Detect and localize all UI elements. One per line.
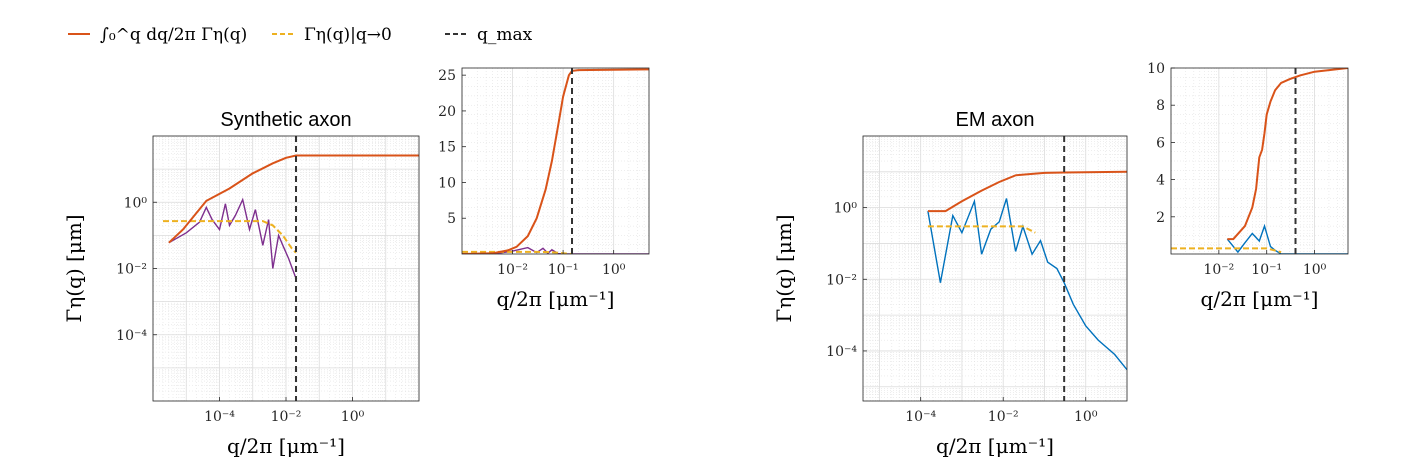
x-tick-label: 10⁻² — [497, 262, 528, 278]
grid — [152, 135, 420, 402]
x-tick-label: 10⁻⁴ — [905, 409, 936, 425]
legend-label-limit: Γη(q)|q→0 — [304, 25, 392, 45]
series-group — [927, 170, 1127, 371]
x-tick-label: 10⁻¹ — [1251, 262, 1282, 278]
x-tick-label: 10⁻⁴ — [204, 409, 235, 425]
chart-em_main: 10⁻⁴ 10⁻² 10⁰ 10⁻⁴ 10⁻² 10⁰ EM axon q/2π [μm⁻¹]… — [772, 109, 1128, 458]
series-group — [163, 154, 419, 279]
y-tick-label: 2 — [1156, 210, 1165, 226]
y-tick-label: 10⁻⁴ — [116, 328, 147, 344]
y-tick-label: 10 — [438, 175, 456, 191]
y-tick-label: 10⁻² — [116, 262, 147, 278]
axes-box — [461, 67, 650, 255]
y-tick-label: 10⁰ — [834, 201, 858, 217]
y-tick-label: 25 — [438, 68, 456, 84]
legend-label-qmax: q_max — [477, 25, 533, 45]
y-tick-label: 10 — [1147, 61, 1165, 77]
legend-item-limit: Γη(q)|q→0 — [272, 25, 392, 45]
y-tick-label: 6 — [1156, 135, 1165, 151]
axes-box — [862, 135, 1128, 402]
series-group — [462, 68, 649, 254]
chart-synthetic_main: 10⁻⁴ 10⁻² 10⁰ 10⁻⁴ 10⁻² 10⁰ Synthetic axon q/2π… — [62, 109, 420, 458]
legend: ∫₀^q dq/2π Γη(q) Γη(q)|q→0 q_max — [68, 25, 533, 45]
legend-label-cumulative: ∫₀^q dq/2π Γη(q) — [100, 25, 247, 45]
chart-title: EM axon — [956, 109, 1035, 131]
x-tick-label: 10⁰ — [602, 262, 626, 278]
x-axis-label: q/2π [μm⁻¹] — [936, 434, 1054, 458]
y-axis-label: Γη(q) [μm] — [62, 214, 86, 322]
y-tick-label: 10⁰ — [124, 195, 148, 211]
x-tick-label: 10⁰ — [1074, 409, 1098, 425]
y-axis-label: Γη(q) [μm] — [772, 214, 796, 322]
legend-item-qmax: q_max — [445, 25, 533, 45]
series-line-data — [168, 197, 297, 279]
y-tick-label: 8 — [1156, 98, 1165, 114]
legend-item-cumulative: ∫₀^q dq/2π Γη(q) — [68, 25, 247, 45]
x-tick-label: 10⁰ — [1303, 262, 1327, 278]
chart-em_inset: 10⁻² 10⁻¹ 10⁰ 2 4 6 8 10 q/2π [μm⁻¹] — [1147, 61, 1349, 311]
y-tick-label: 10⁻⁴ — [826, 344, 857, 360]
x-tick-label: 10⁰ — [341, 409, 365, 425]
y-tick-label: 20 — [438, 104, 456, 120]
y-tick-label: 5 — [447, 211, 456, 227]
axes-box — [1170, 67, 1349, 255]
x-axis-label: q/2π [μm⁻¹] — [227, 434, 345, 458]
series-line-limit — [163, 220, 297, 254]
series-line-cumulative — [927, 170, 1127, 213]
series-line-limit — [462, 250, 573, 254]
series-line-limit — [927, 225, 1036, 234]
series-line-cumulative — [168, 154, 419, 244]
x-tick-label: 10⁻² — [271, 409, 302, 425]
y-tick-label: 10⁻² — [826, 272, 857, 288]
x-tick-label: 10⁻² — [1203, 262, 1234, 278]
y-tick-label: 4 — [1156, 173, 1165, 189]
y-tick-label: 15 — [438, 140, 456, 156]
chart-synthetic_inset: 10⁻² 10⁻¹ 10⁰ 5 10 15 20 25 q/2π [μm⁻¹] — [438, 67, 650, 311]
x-axis-label: q/2π [μm⁻¹] — [1201, 287, 1319, 311]
charts: 10⁻⁴ 10⁻² 10⁰ 10⁻⁴ 10⁻² 10⁰ Synthetic axon q/2π… — [62, 61, 1349, 458]
series-line-limit — [1171, 247, 1282, 254]
x-tick-label: 10⁻² — [988, 409, 1019, 425]
series-line-data — [1226, 223, 1348, 254]
x-tick-label: 10⁻¹ — [548, 262, 579, 278]
x-axis-label: q/2π [μm⁻¹] — [497, 287, 615, 311]
chart-title: Synthetic axon — [220, 109, 351, 131]
series-line-cumulative — [1227, 68, 1348, 241]
grid — [862, 135, 1128, 402]
series-line-cumulative — [462, 68, 649, 254]
series-group — [1171, 68, 1348, 254]
